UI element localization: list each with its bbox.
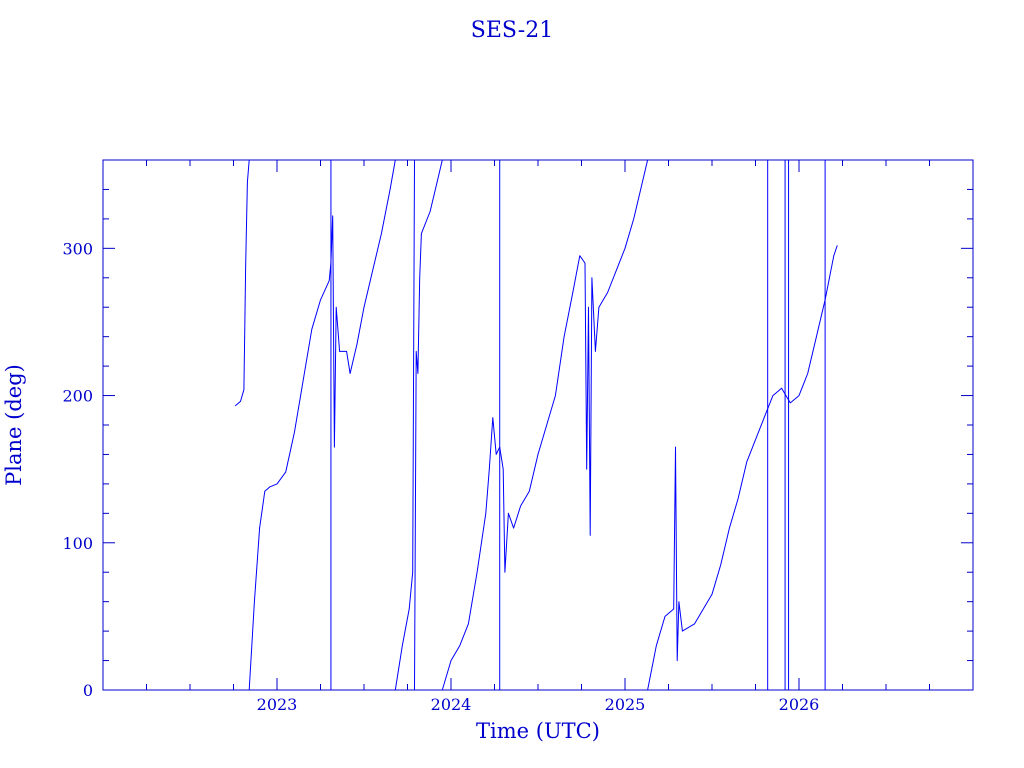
axis-ticks (102, 159, 974, 691)
y-tick-label: 100 (62, 534, 93, 553)
x-tick-label: 2023 (257, 695, 298, 714)
chart-title: SES-21 (471, 18, 553, 43)
series-line-segment (414, 159, 443, 691)
series-line-segment (441, 159, 649, 691)
series-line-segment (647, 245, 838, 691)
plot-frame (102, 159, 974, 691)
y-tick-label: 300 (62, 239, 93, 258)
x-axis-label: Time (UTC) (476, 719, 600, 743)
y-tick-label: 200 (62, 387, 93, 406)
x-tick-label: 2026 (779, 695, 820, 714)
series-line-segment (248, 159, 396, 691)
y-tick-labels: 0 100 200 300 (62, 239, 93, 700)
series-line-segment (234, 159, 250, 407)
x-tick-label: 2025 (605, 695, 646, 714)
x-tick-labels: 2023 2024 2025 2026 (257, 695, 820, 714)
y-tick-label: 0 (83, 681, 93, 700)
y-axis-label: Plane (deg) (2, 364, 26, 486)
x-tick-label: 2024 (431, 695, 472, 714)
series-line-segment (394, 159, 415, 691)
series-layer (234, 159, 838, 691)
